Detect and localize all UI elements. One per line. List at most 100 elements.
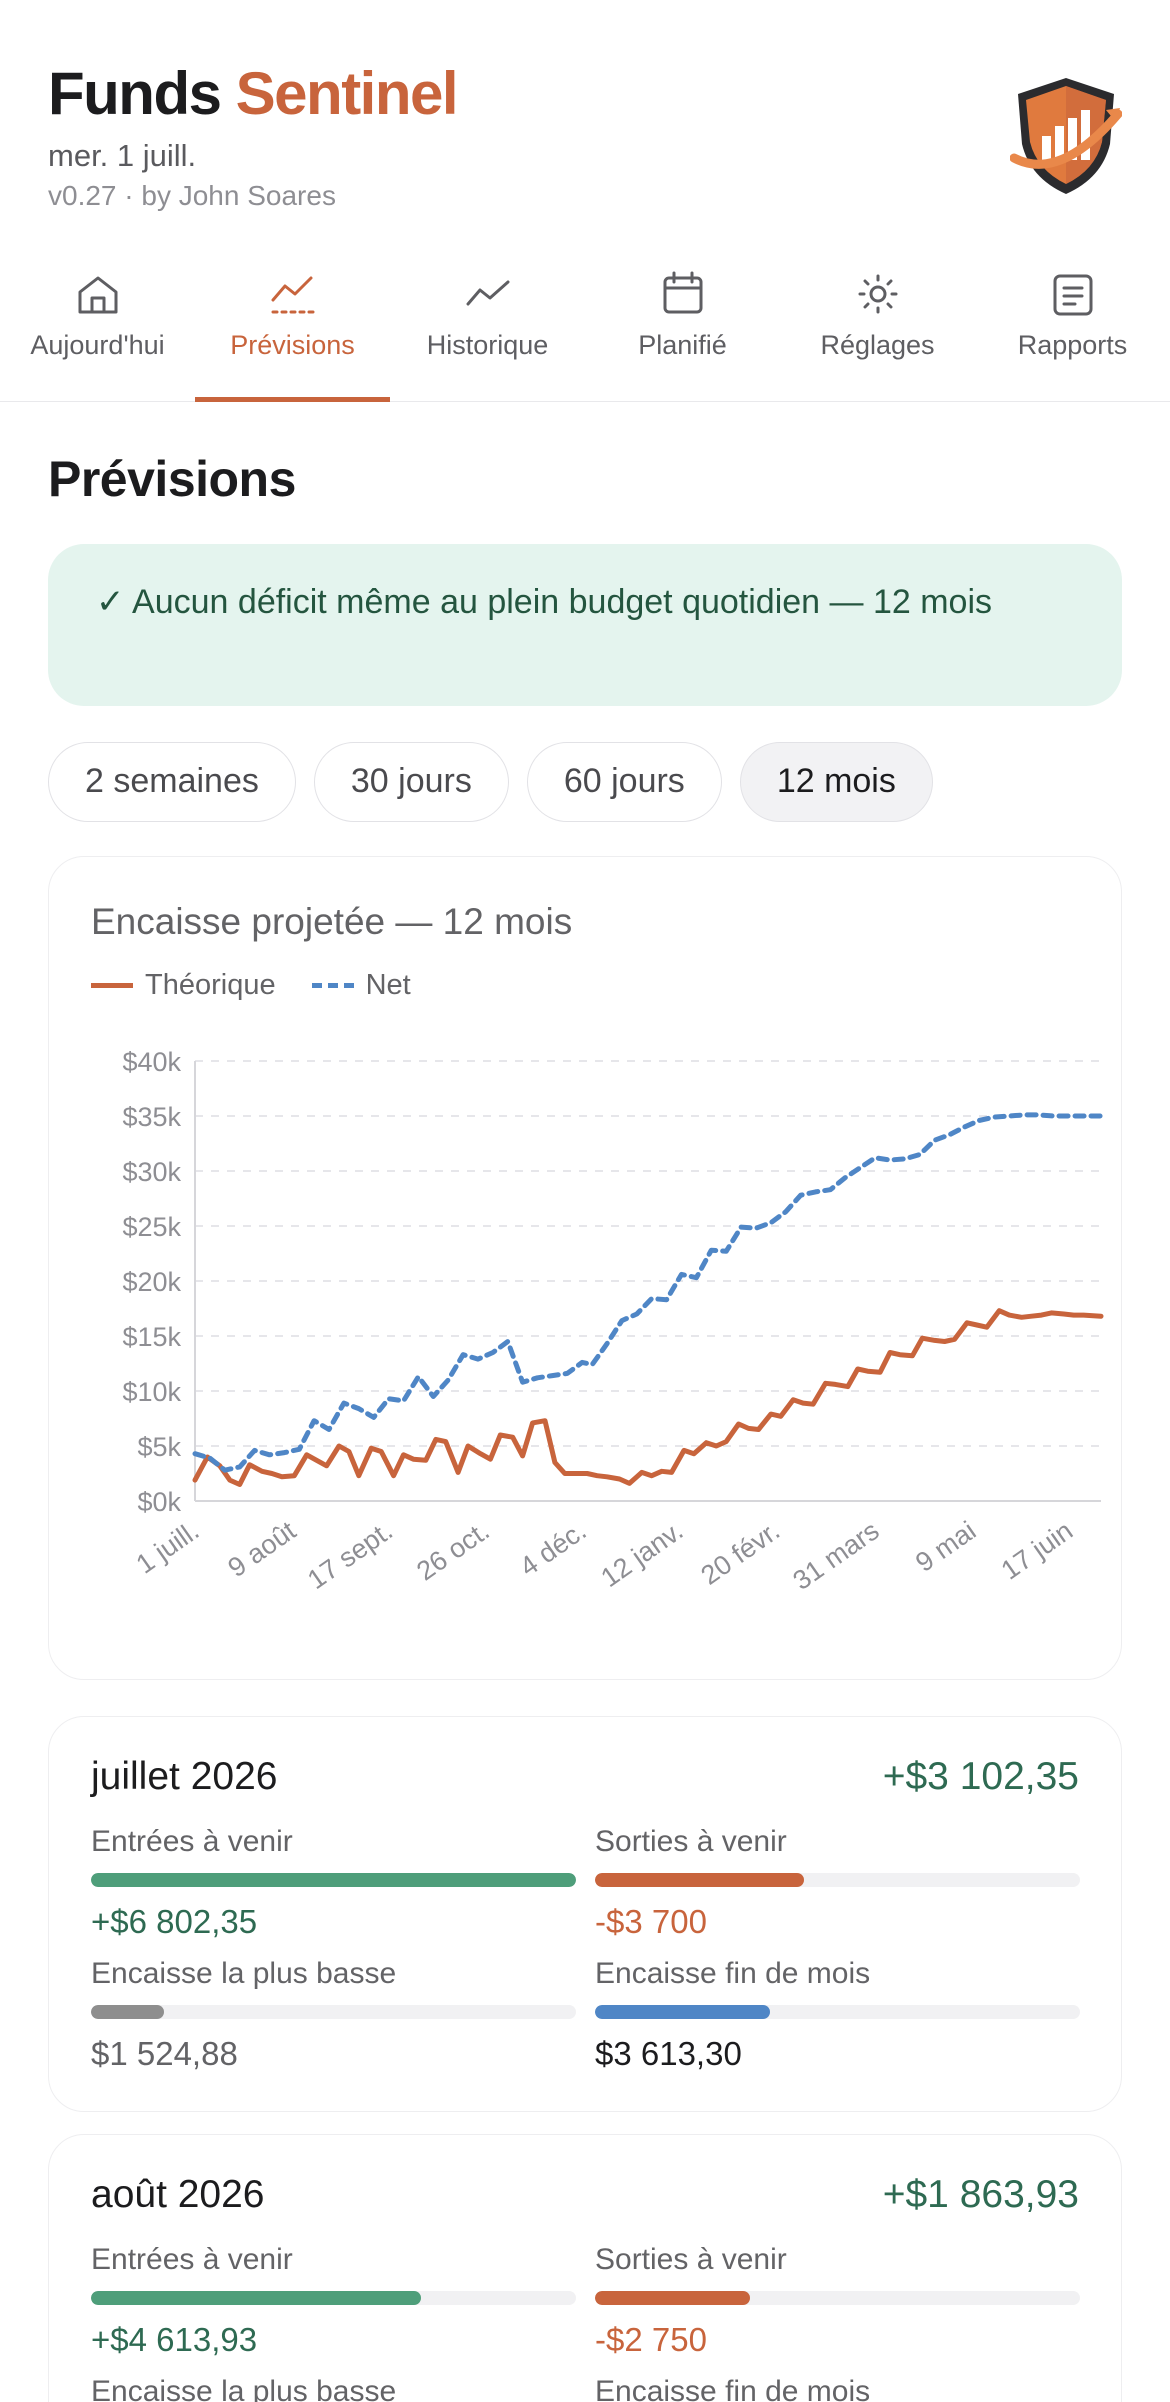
progress-fill bbox=[595, 1873, 804, 1887]
metric-value: +$4 613,93 bbox=[91, 2321, 258, 2358]
metric-outgoing: Sorties à venir -$3 700 bbox=[595, 1823, 1080, 1943]
app-title-accent: Sentinel bbox=[235, 60, 459, 127]
metric-label: Encaisse fin de mois bbox=[595, 1957, 871, 1990]
chart-legend: Théorique Net bbox=[91, 969, 411, 1002]
legend-swatch-net bbox=[311, 983, 354, 988]
metric-label: Entrées à venir bbox=[91, 1825, 293, 1858]
month-delta: +$3 102,35 bbox=[882, 1755, 1079, 1798]
metric-end-balance: Encaisse fin de mois $3 613,30 bbox=[595, 1955, 1080, 2075]
progress-track bbox=[91, 2005, 576, 2019]
tab-label: Planifié bbox=[638, 330, 727, 360]
metric-label: Encaisse la plus basse bbox=[91, 1957, 397, 1990]
series-line-thorique bbox=[192, 1308, 1104, 1487]
progress-fill bbox=[595, 2291, 751, 2305]
x-tick-label: 9 mai bbox=[910, 1515, 981, 1577]
tab-label: Historique bbox=[426, 330, 549, 360]
home-icon bbox=[78, 276, 117, 314]
metric-value: +$6 802,35 bbox=[91, 1903, 258, 1940]
range-selector: 2 semaines 30 jours 60 jours 12 mois bbox=[48, 742, 933, 822]
tab-label: Aujourd'hui bbox=[30, 330, 165, 360]
forecast-line-chart: $0k $5k $10k $15k $20k $25k $30k $35k $40k 1 juil… bbox=[122, 1047, 1104, 1596]
app-title: Funds Sentinel bbox=[48, 56, 1122, 132]
metric-label: Encaisse la plus basse bbox=[91, 2375, 397, 2402]
gear-icon bbox=[858, 274, 897, 314]
month-name: août 2026 bbox=[91, 2173, 265, 2216]
page-title: Prévisions bbox=[48, 451, 296, 507]
shield-chart-logo bbox=[1010, 78, 1122, 194]
document-icon bbox=[1053, 274, 1092, 316]
metric-end-balance: Encaisse fin de mois bbox=[595, 2373, 1080, 2402]
tab-previsions[interactable]: Prévisions bbox=[195, 262, 390, 402]
chart-title: Encaisse projetée — 12 mois bbox=[91, 901, 573, 942]
metric-value: $3 613,30 bbox=[595, 2035, 742, 2072]
progress-fill bbox=[595, 2005, 770, 2019]
metric-outgoing: Sorties à venir -$2 750 bbox=[595, 2241, 1080, 2361]
progress-track bbox=[91, 1873, 576, 1887]
x-tick-label: 1 juill. bbox=[131, 1515, 205, 1579]
tab-aujourdhui[interactable]: Aujourd'hui bbox=[0, 262, 195, 401]
y-tick-label: $0k bbox=[137, 1487, 181, 1517]
progress-track bbox=[595, 2005, 1080, 2019]
tab-label: Prévisions bbox=[230, 330, 355, 360]
app-title-main: Funds bbox=[48, 60, 222, 127]
x-tick-label: 20 févr. bbox=[696, 1515, 786, 1590]
tab-rapports[interactable]: Rapports bbox=[975, 262, 1170, 401]
app-header: Funds Sentinel mer. 1 juill. v0.27 · by … bbox=[48, 56, 1122, 226]
y-tick-label: $25k bbox=[122, 1212, 181, 1242]
calendar-icon bbox=[663, 271, 702, 314]
month-delta: +$1 863,93 bbox=[882, 2173, 1079, 2216]
metric-lowest-balance: Encaisse la plus basse bbox=[91, 2373, 576, 2402]
range-60-jours-button[interactable]: 60 jours bbox=[526, 742, 722, 822]
status-banner: ✓ Aucun déficit même au plein budget quo… bbox=[48, 544, 1122, 706]
range-12-mois-button[interactable]: 12 mois bbox=[739, 742, 933, 822]
tab-label: Rapports bbox=[1017, 330, 1128, 360]
progress-track bbox=[595, 2291, 1080, 2305]
x-tick-label: 17 juin bbox=[996, 1515, 1078, 1585]
metric-lowest-balance: Encaisse la plus basse $1 524,88 bbox=[91, 1955, 576, 2075]
line-chart-icon bbox=[466, 280, 509, 306]
metric-label: Encaisse fin de mois bbox=[595, 2375, 871, 2402]
y-tick-label: $30k bbox=[122, 1157, 181, 1187]
tab-reglages[interactable]: Réglages bbox=[780, 262, 975, 401]
metric-incoming: Entrées à venir +$6 802,35 bbox=[91, 1823, 576, 1943]
forecast-chart-card: Encaisse projetée — 12 mois Théorique Ne… bbox=[48, 856, 1122, 1680]
x-tick-label: 31 mars bbox=[787, 1515, 884, 1596]
month-summary-card: juillet 2026 +$3 102,35 Entrées à venir … bbox=[48, 1716, 1122, 2112]
x-tick-label: 9 août bbox=[223, 1515, 302, 1583]
metric-value: -$3 700 bbox=[595, 1903, 707, 1940]
tab-historique[interactable]: Historique bbox=[390, 262, 585, 401]
metric-label: Entrées à venir bbox=[91, 2243, 293, 2276]
y-tick-label: $40k bbox=[122, 1047, 181, 1077]
legend-swatch-theorique bbox=[91, 983, 133, 988]
range-30-jours-button[interactable]: 30 jours bbox=[313, 742, 509, 822]
x-tick-label: 17 sept. bbox=[302, 1515, 398, 1595]
y-tick-label: $5k bbox=[137, 1432, 181, 1462]
y-tick-label: $15k bbox=[122, 1322, 181, 1352]
metric-value: $1 524,88 bbox=[91, 2035, 238, 2072]
range-2-semaines-button[interactable]: 2 semaines bbox=[48, 742, 296, 822]
metric-value: -$2 750 bbox=[595, 2321, 707, 2358]
x-tick-label: 12 janv. bbox=[595, 1515, 688, 1593]
legend-label-theorique: Théorique bbox=[145, 969, 276, 1001]
progress-fill bbox=[91, 2291, 421, 2305]
legend-label-net: Net bbox=[365, 969, 411, 1001]
x-tick-label: 26 oct. bbox=[411, 1515, 495, 1586]
trend-forecast-icon bbox=[271, 276, 314, 314]
x-tick-label: 4 déc. bbox=[514, 1515, 591, 1582]
progress-fill bbox=[91, 1873, 576, 1887]
y-tick-label: $20k bbox=[122, 1267, 181, 1297]
tab-planifie[interactable]: Planifié bbox=[585, 262, 780, 401]
metric-label: Sorties à venir bbox=[595, 2243, 787, 2276]
metric-label: Sorties à venir bbox=[595, 1825, 787, 1858]
tab-label: Réglages bbox=[820, 330, 935, 360]
month-name: juillet 2026 bbox=[91, 1755, 278, 1798]
main-nav: Aujourd'hui Prévisions Historique Planif… bbox=[0, 262, 1170, 402]
progress-fill bbox=[91, 2005, 164, 2019]
y-tick-label: $35k bbox=[122, 1102, 181, 1132]
month-summary-card: août 2026 +$1 863,93 Entrées à venir +$4… bbox=[48, 2134, 1122, 2402]
series-line-net bbox=[192, 1112, 1104, 1473]
version-info: v0.27 · by John Soares bbox=[48, 180, 336, 211]
metric-incoming: Entrées à venir +$4 613,93 bbox=[91, 2241, 576, 2361]
progress-track bbox=[595, 1873, 1080, 1887]
current-date: mer. 1 juill. bbox=[48, 138, 197, 173]
